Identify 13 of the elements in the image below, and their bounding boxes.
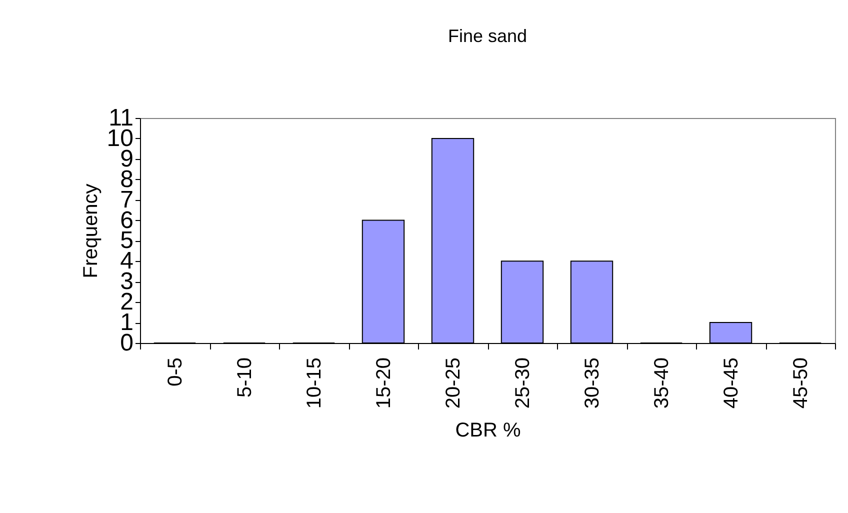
x-tick-label: 20-25 [442,358,464,409]
x-tick-label: 15-20 [372,358,395,409]
x-tick-label: 25-30 [512,358,534,409]
x-tick-label: 35-40 [650,358,673,409]
x-tick-label: 40-45 [720,358,742,409]
x-tick-label: 10-15 [303,358,326,409]
y-axis-title: Frequency [80,184,102,278]
x-tick-label: 0-5 [164,358,186,386]
x-tick-label: 45-50 [790,358,812,409]
chart-title: Fine sand [448,26,528,46]
x-axis-title: CBR % [455,420,521,442]
x-tick-label: 5-10 [234,358,256,398]
x-tick-label: 30-35 [581,358,604,409]
